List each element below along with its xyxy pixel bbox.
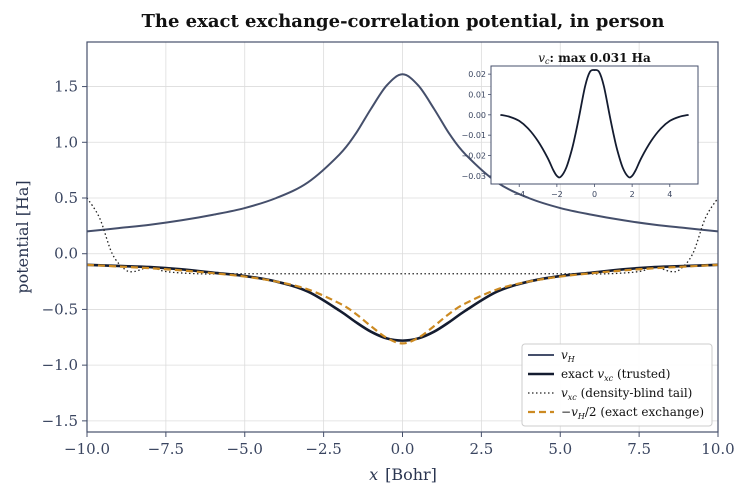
legend-label-exchange: −vH/2 (exact exchange) (561, 405, 704, 421)
inset-y-tick-label: 0.00 (468, 111, 486, 120)
x-tick-label: −10.0 (64, 440, 110, 458)
inset-chart: −4 −2 0 2 4 0.02 0.01 0.00 −0.01 −0.02 −0.03 vc: m… (461, 51, 699, 199)
inset-title-sub: c (545, 57, 550, 66)
x-tick-label: −7.5 (148, 440, 184, 458)
x-tick-label: 0.0 (391, 440, 415, 458)
legend-label-tail: vxc (density-blind tail) (561, 386, 692, 402)
main-series (87, 73, 718, 345)
x-axis-label: x [Bohr] (369, 465, 437, 484)
inset-background (491, 66, 698, 184)
inset-y-tick-label: 0.01 (468, 90, 486, 99)
chart-title: The exact exchange-correlation potential… (141, 11, 664, 32)
main-ticks: −10.0 −7.5 −5.0 −2.5 0.0 2.5 5.0 7.5 10.0 −1.5 −1.… (42, 78, 735, 458)
legend-items: vH exact vxc (trusted) vxc (density-blind … (528, 348, 704, 421)
y-tick-label: 1.5 (54, 78, 78, 96)
y-tick-label: 1.0 (54, 133, 78, 151)
inset-series-line (500, 69, 689, 179)
series-line-vH (87, 73, 718, 233)
inset-ticks: −4 −2 0 2 4 0.02 0.01 0.00 −0.01 −0.02 −0.03 (461, 70, 672, 199)
legend-box (521, 343, 713, 427)
series-line-exchange (87, 263, 718, 345)
x-tick-label: 10.0 (701, 440, 734, 458)
inset-y-tick-label: −0.02 (461, 152, 486, 161)
inset-y-tick-label: −0.01 (461, 131, 486, 140)
inset-series (500, 69, 689, 179)
x-tick-label: 2.5 (469, 440, 493, 458)
x-tick-label: −2.5 (305, 440, 341, 458)
x-tick-label: 5.0 (548, 440, 572, 458)
legend-label-vH: vH (561, 348, 576, 364)
inset-x-tick-label: 0 (592, 190, 597, 199)
inset-x-tick-label: −4 (513, 190, 525, 199)
y-tick-label: 0.5 (54, 189, 78, 207)
y-tick-label: 0.0 (54, 245, 78, 263)
inset-y-tick-label: 0.02 (468, 70, 486, 79)
inset-title-rest: : max 0.031 Ha (549, 51, 651, 65)
x-axis-label-unit: [Bohr] (385, 465, 437, 484)
legend: vH exact vxc (trusted) vxc (density-blind … (521, 343, 713, 427)
x-tick-label: −5.0 (227, 440, 263, 458)
y-tick-label: −1.5 (42, 412, 78, 430)
legend-label-vxc: exact vxc (trusted) (561, 367, 670, 383)
inset-x-tick-label: 2 (630, 190, 635, 199)
inset-x-tick-label: −2 (551, 190, 563, 199)
inset-x-tick-label: 4 (667, 190, 672, 199)
x-axis-label-var: x (369, 465, 378, 484)
y-tick-label: −0.5 (42, 300, 78, 318)
inset-title: vc: max 0.031 Ha (538, 51, 651, 66)
x-tick-label: 7.5 (627, 440, 651, 458)
y-tick-label: −1.0 (42, 356, 78, 374)
y-axis-label: potential [Ha] (13, 180, 32, 293)
inset-title-var: v (538, 51, 545, 65)
inset-y-tick-label: −0.03 (461, 172, 486, 181)
